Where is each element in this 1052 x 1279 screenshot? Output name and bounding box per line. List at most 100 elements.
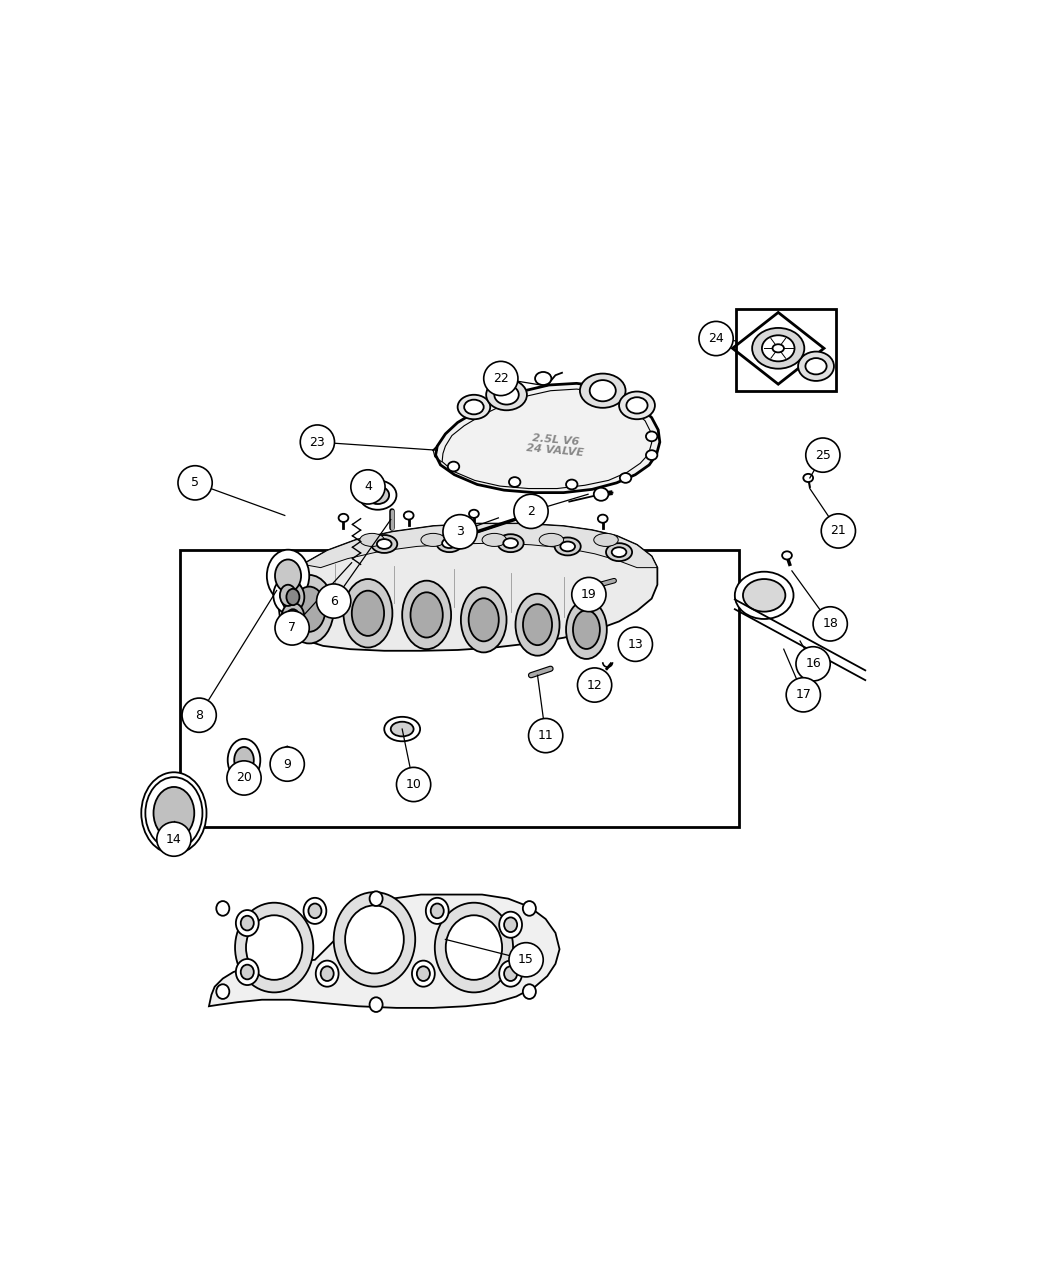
Ellipse shape xyxy=(593,533,619,546)
Ellipse shape xyxy=(580,373,626,408)
Circle shape xyxy=(270,747,304,781)
Ellipse shape xyxy=(504,967,518,981)
Ellipse shape xyxy=(359,481,397,510)
Text: 15: 15 xyxy=(519,953,534,967)
Text: 19: 19 xyxy=(581,588,596,601)
Text: 2.5L V6: 2.5L V6 xyxy=(531,434,580,448)
Text: 23: 23 xyxy=(309,436,325,449)
Ellipse shape xyxy=(504,917,518,932)
Ellipse shape xyxy=(464,399,484,414)
Circle shape xyxy=(275,611,309,645)
Ellipse shape xyxy=(417,967,430,981)
Ellipse shape xyxy=(236,959,259,985)
Ellipse shape xyxy=(217,902,229,916)
Ellipse shape xyxy=(343,579,392,647)
Ellipse shape xyxy=(566,600,607,659)
Ellipse shape xyxy=(798,352,834,381)
Ellipse shape xyxy=(523,604,552,645)
Circle shape xyxy=(813,606,847,641)
Ellipse shape xyxy=(524,510,539,523)
Ellipse shape xyxy=(535,372,551,385)
Polygon shape xyxy=(277,746,298,771)
Ellipse shape xyxy=(410,592,443,637)
Ellipse shape xyxy=(421,533,445,546)
Ellipse shape xyxy=(752,327,805,368)
Text: 18: 18 xyxy=(823,618,838,631)
Ellipse shape xyxy=(308,903,322,918)
Ellipse shape xyxy=(366,486,389,504)
Ellipse shape xyxy=(772,344,784,353)
Text: 12: 12 xyxy=(587,679,603,692)
Text: 20: 20 xyxy=(236,771,251,784)
Circle shape xyxy=(509,943,543,977)
Ellipse shape xyxy=(442,538,457,549)
Ellipse shape xyxy=(468,599,499,641)
Ellipse shape xyxy=(446,916,502,980)
Text: 4: 4 xyxy=(364,481,371,494)
Text: 9: 9 xyxy=(283,757,291,771)
Ellipse shape xyxy=(534,510,544,519)
Ellipse shape xyxy=(217,985,229,999)
Text: 2: 2 xyxy=(527,505,534,518)
Ellipse shape xyxy=(286,588,300,605)
Ellipse shape xyxy=(360,533,384,546)
Ellipse shape xyxy=(523,902,535,916)
Circle shape xyxy=(397,767,430,802)
Ellipse shape xyxy=(141,773,206,854)
Ellipse shape xyxy=(235,747,254,773)
Circle shape xyxy=(822,514,855,549)
Ellipse shape xyxy=(638,642,647,651)
Ellipse shape xyxy=(437,535,463,553)
Circle shape xyxy=(227,761,261,796)
Ellipse shape xyxy=(448,462,460,472)
Text: 22: 22 xyxy=(493,372,509,385)
Circle shape xyxy=(528,719,563,753)
Ellipse shape xyxy=(316,961,339,986)
Circle shape xyxy=(350,469,385,504)
Ellipse shape xyxy=(241,916,254,930)
Ellipse shape xyxy=(804,473,813,482)
Ellipse shape xyxy=(235,903,313,993)
Ellipse shape xyxy=(404,512,413,519)
Ellipse shape xyxy=(285,576,333,643)
Text: 13: 13 xyxy=(627,638,643,651)
Ellipse shape xyxy=(345,906,404,973)
Ellipse shape xyxy=(498,535,524,553)
Text: 16: 16 xyxy=(805,657,821,670)
Text: 5: 5 xyxy=(191,476,199,490)
Ellipse shape xyxy=(434,903,513,993)
Text: 21: 21 xyxy=(830,524,846,537)
Text: 14: 14 xyxy=(166,833,182,845)
Ellipse shape xyxy=(523,985,535,999)
Circle shape xyxy=(572,577,606,611)
Ellipse shape xyxy=(426,898,448,923)
Polygon shape xyxy=(436,384,660,492)
Text: 3: 3 xyxy=(457,526,464,538)
Ellipse shape xyxy=(593,487,608,501)
Text: 6: 6 xyxy=(329,595,338,608)
Ellipse shape xyxy=(267,550,309,602)
Ellipse shape xyxy=(566,480,578,490)
Ellipse shape xyxy=(762,335,794,362)
Ellipse shape xyxy=(469,510,479,518)
Ellipse shape xyxy=(369,998,383,1012)
Ellipse shape xyxy=(377,538,391,549)
Circle shape xyxy=(300,425,335,459)
Ellipse shape xyxy=(598,514,608,523)
Text: 7: 7 xyxy=(288,622,296,634)
Text: 24 VALVE: 24 VALVE xyxy=(526,443,585,458)
Ellipse shape xyxy=(500,912,522,938)
Ellipse shape xyxy=(227,739,260,781)
Text: 17: 17 xyxy=(795,688,811,701)
Ellipse shape xyxy=(275,559,301,592)
Ellipse shape xyxy=(154,787,195,839)
Ellipse shape xyxy=(274,577,303,614)
Text: 10: 10 xyxy=(406,778,422,790)
Circle shape xyxy=(578,668,611,702)
Circle shape xyxy=(699,321,733,356)
Ellipse shape xyxy=(351,591,384,636)
Ellipse shape xyxy=(626,398,648,413)
Polygon shape xyxy=(303,523,658,568)
Ellipse shape xyxy=(606,544,632,561)
Ellipse shape xyxy=(282,602,304,632)
